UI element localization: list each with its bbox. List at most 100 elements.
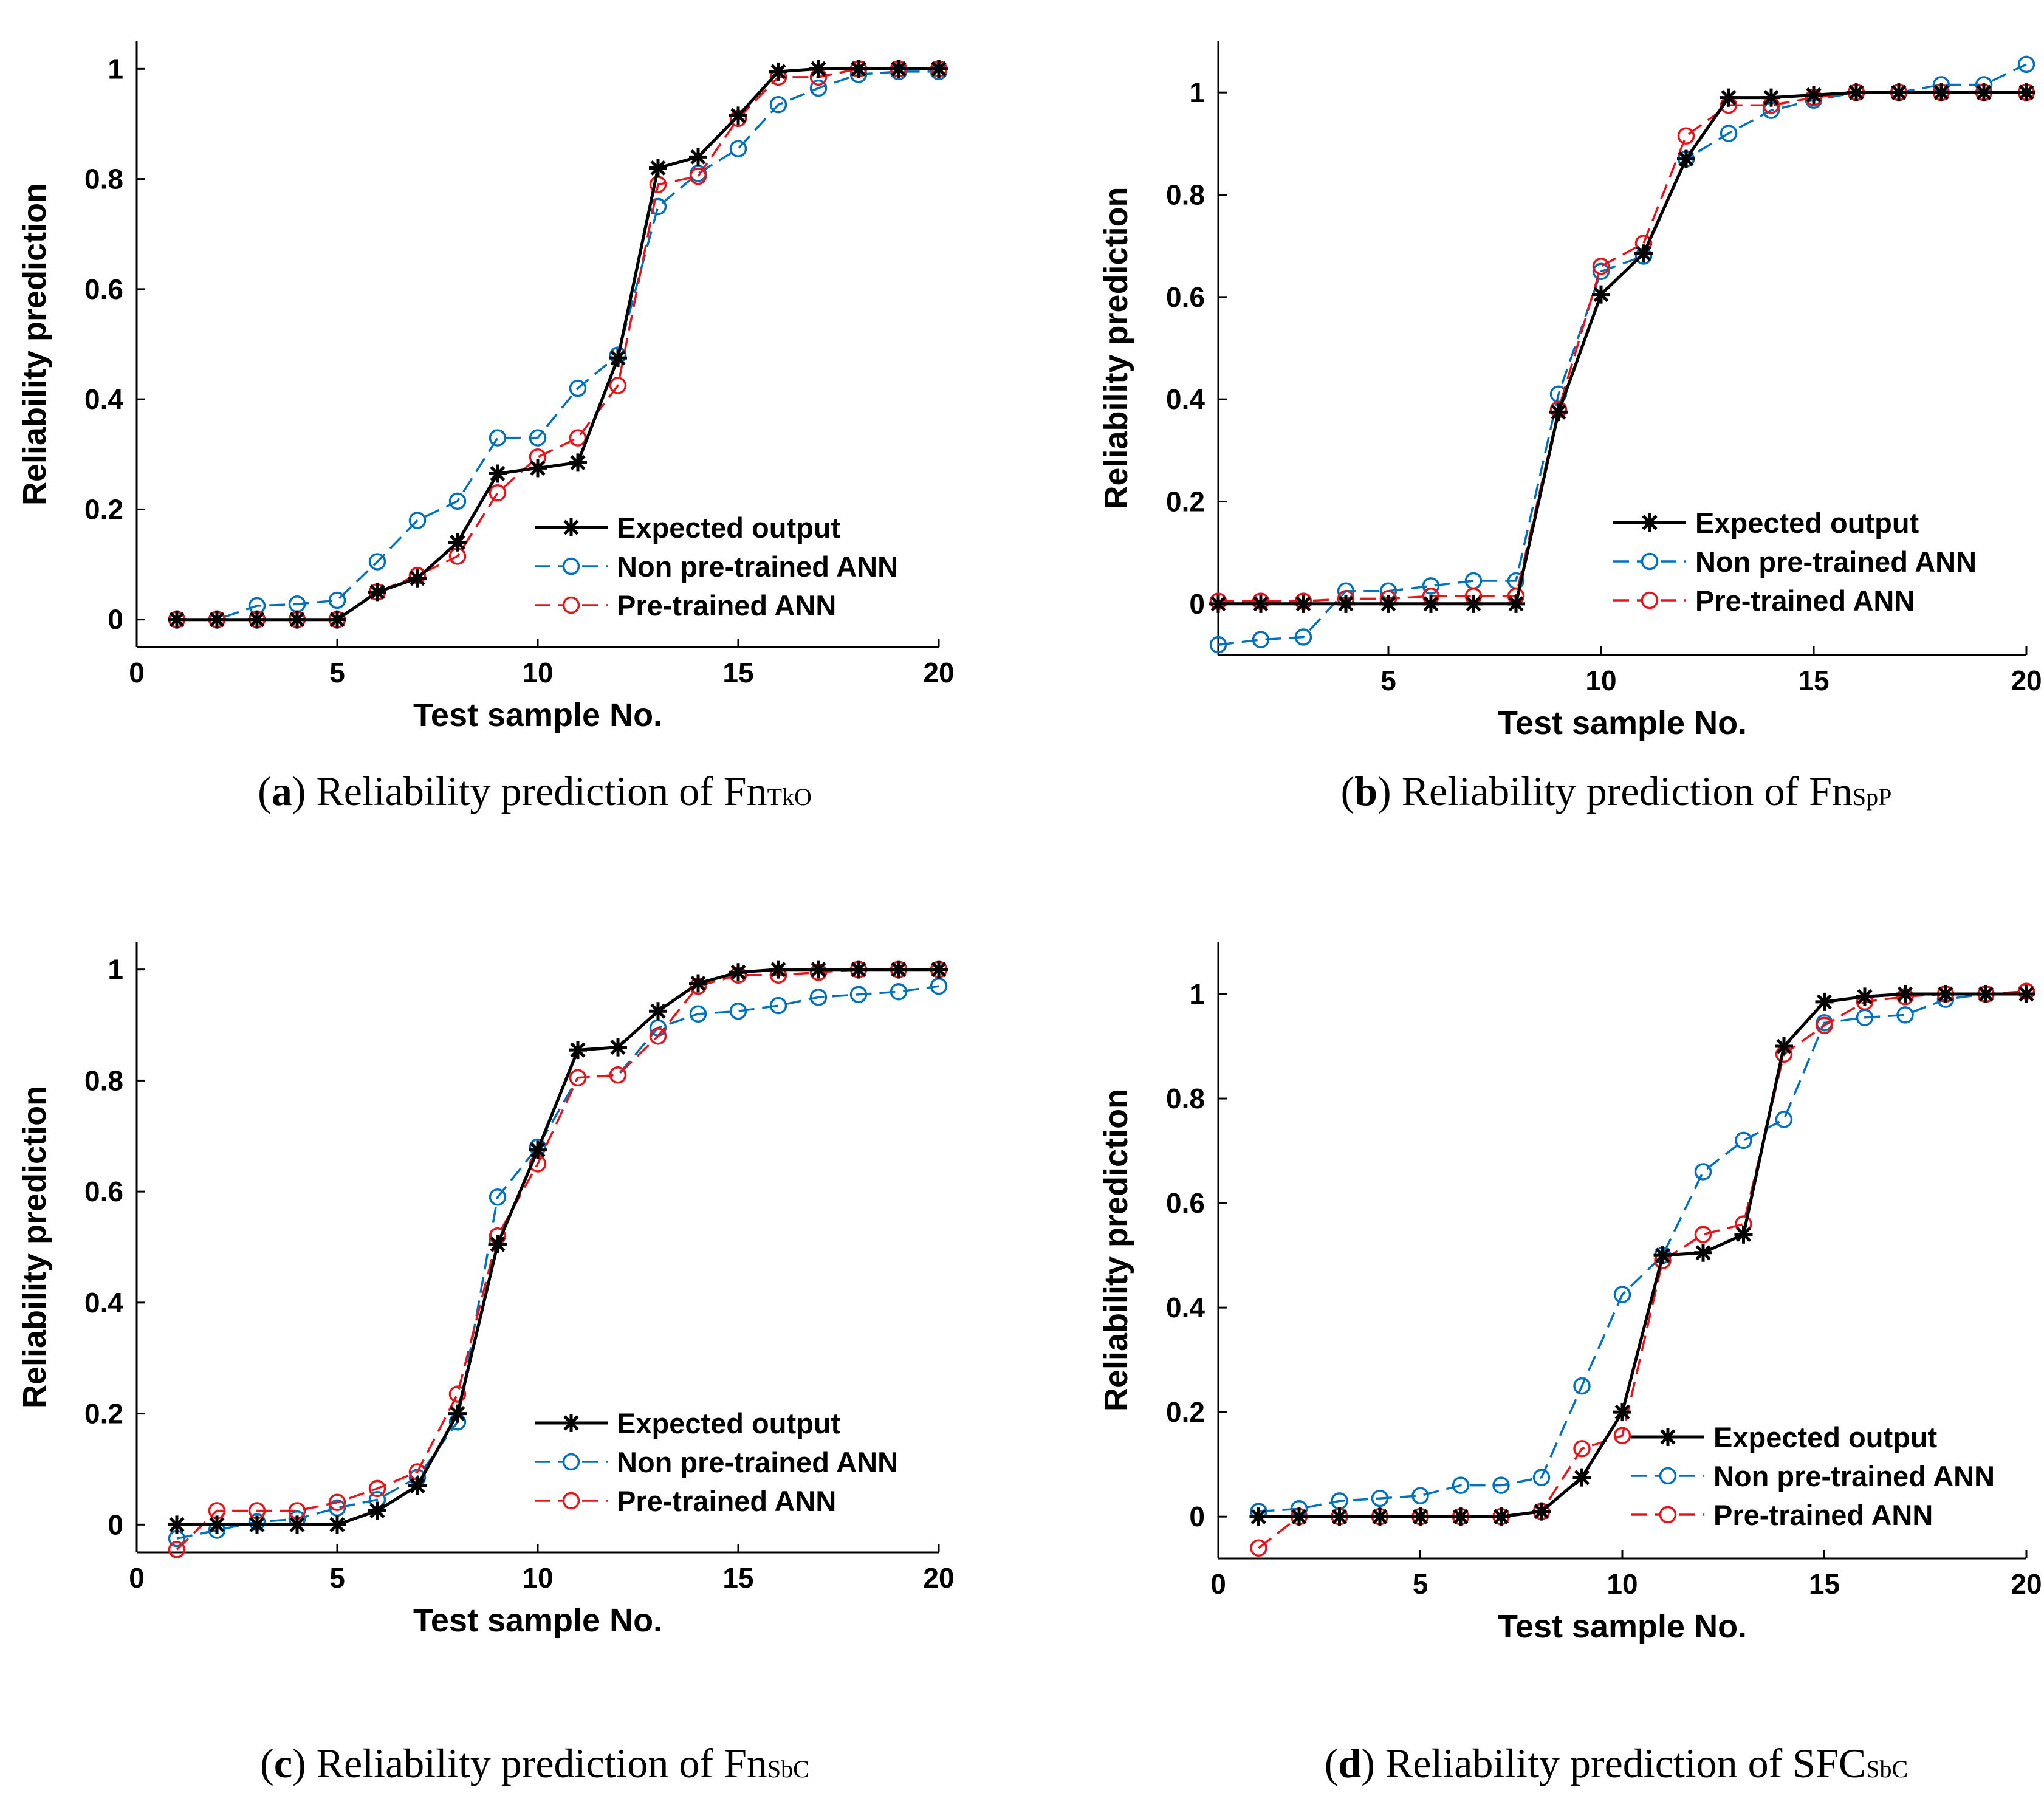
data-point-expected bbox=[1592, 285, 1610, 304]
legend: Expected output Non pre-trained ANN Pre-tr… bbox=[1631, 1421, 1995, 1531]
x-tick-label: 10 bbox=[522, 657, 553, 688]
y-tick-label: 0.8 bbox=[1166, 1083, 1205, 1114]
data-point-expected bbox=[1507, 594, 1525, 613]
y-axis-label: Reliability prediction bbox=[16, 1086, 53, 1408]
data-point-non_pretrained bbox=[448, 492, 467, 510]
legend-swatch-marker bbox=[562, 596, 580, 614]
data-point-pretrained bbox=[609, 377, 627, 394]
data-point-expected bbox=[1847, 83, 1865, 102]
y-tick-label: 1 bbox=[1189, 77, 1205, 108]
legend-item-pretrained: Pre-trained ANN bbox=[1631, 1499, 1933, 1531]
chart-panel-d: 0 5 10 15 20 0 0.2 0.4 0.6 0.8 1 Test sample No. Rel… bbox=[1098, 942, 2042, 1786]
data-point-expected bbox=[1572, 1468, 1591, 1487]
data-point-pretrained bbox=[1816, 1016, 1833, 1034]
data-point-expected bbox=[769, 960, 787, 979]
data-point-expected bbox=[408, 569, 427, 588]
legend-item-expected: Expected output bbox=[1631, 1421, 1938, 1453]
data-point-expected bbox=[248, 610, 266, 629]
legend-label: Pre-trained ANN bbox=[1713, 1499, 1933, 1531]
data-point-expected bbox=[729, 106, 747, 125]
legend-item-expected: Expected output bbox=[535, 512, 841, 544]
data-point-pretrained bbox=[569, 429, 587, 447]
data-point-expected bbox=[1371, 1507, 1389, 1526]
data-point-expected bbox=[649, 1002, 667, 1021]
data-point-expected bbox=[569, 1041, 587, 1060]
data-point-expected bbox=[649, 159, 667, 177]
data-point-expected bbox=[489, 1235, 507, 1253]
x-tick-label: 10 bbox=[1585, 665, 1616, 696]
data-point-expected bbox=[1720, 88, 1738, 107]
y-tick-label: 0.8 bbox=[84, 1064, 123, 1096]
caption-subscript: SbC bbox=[767, 1755, 809, 1783]
legend-label: Expected output bbox=[617, 1407, 841, 1439]
y-tick-label: 0.6 bbox=[1166, 281, 1205, 313]
data-point-non_pretrained bbox=[1411, 1487, 1429, 1505]
data-point-expected bbox=[1252, 594, 1270, 613]
data-point-pretrained bbox=[1573, 1440, 1591, 1458]
data-point-expected bbox=[729, 963, 747, 982]
data-point-expected bbox=[248, 1515, 266, 1534]
y-tick-label: 0.4 bbox=[1166, 383, 1205, 415]
data-point-expected bbox=[1634, 244, 1653, 263]
legend-item-pretrained: Pre-trained ANN bbox=[535, 589, 836, 622]
data-point-non_pretrained bbox=[328, 591, 346, 609]
data-point-expected bbox=[1532, 1502, 1551, 1521]
data-point-expected bbox=[1805, 86, 1823, 105]
data-point-non_pretrained bbox=[1252, 631, 1270, 648]
legend-label: Non pre-trained ANN bbox=[1713, 1460, 1995, 1492]
data-point-non_pretrained bbox=[489, 1188, 507, 1206]
data-point-expected bbox=[689, 974, 707, 993]
panel-letter: d bbox=[1338, 1740, 1361, 1786]
panel-caption: (d) Reliability prediction of SFCSbC bbox=[1325, 1740, 1908, 1786]
data-point-expected bbox=[809, 960, 828, 979]
data-point-non_pretrained bbox=[1209, 636, 1227, 654]
y-tick-label: 0.2 bbox=[1166, 486, 1205, 518]
data-point-expected bbox=[849, 960, 868, 979]
data-point-expected bbox=[890, 960, 908, 979]
data-point-expected bbox=[1613, 1403, 1631, 1422]
data-point-non_pretrained bbox=[1294, 628, 1312, 646]
y-tick-label: 1 bbox=[108, 53, 123, 84]
y-tick-label: 0.8 bbox=[1166, 179, 1205, 211]
y-tick-label: 0.4 bbox=[84, 1287, 123, 1318]
data-point-expected bbox=[1422, 594, 1440, 613]
legend-label: Non pre-trained ANN bbox=[617, 1446, 898, 1478]
data-point-expected bbox=[1815, 992, 1834, 1011]
data-point-pretrained bbox=[168, 1541, 186, 1558]
y-axis-label: Reliability prediction bbox=[16, 183, 53, 506]
x-tick-label: 20 bbox=[923, 657, 954, 688]
data-point-expected bbox=[328, 610, 346, 629]
y-axis-label: Reliability prediction bbox=[1098, 187, 1134, 509]
x-tick-label: 0 bbox=[1210, 1568, 1226, 1600]
data-point-expected bbox=[1330, 1507, 1349, 1526]
data-point-expected bbox=[1379, 594, 1398, 613]
data-point-non_pretrained bbox=[769, 95, 787, 114]
panel-caption: (c) Reliability prediction of FnSbC bbox=[260, 1740, 809, 1786]
x-tick-label: 5 bbox=[329, 657, 345, 688]
legend-item-pretrained: Pre-trained ANN bbox=[535, 1485, 836, 1517]
series-expected bbox=[1209, 83, 2035, 613]
data-point-pretrained bbox=[689, 167, 707, 185]
legend-swatch-marker bbox=[562, 1492, 580, 1510]
data-point-expected bbox=[609, 349, 627, 368]
data-point-expected bbox=[1677, 149, 1695, 168]
y-axis-label: Reliability prediction bbox=[1098, 1089, 1134, 1411]
legend-label: Pre-trained ANN bbox=[617, 589, 836, 622]
legend-swatch-marker bbox=[562, 1453, 580, 1471]
data-point-non_pretrained bbox=[1896, 1006, 1914, 1024]
data-point-expected bbox=[288, 1515, 306, 1534]
y-tick-label: 0 bbox=[1189, 588, 1205, 620]
series-expected bbox=[168, 60, 948, 629]
data-point-expected bbox=[1337, 594, 1355, 613]
data-point-non_pretrained bbox=[2017, 55, 2035, 74]
y-tick-label: 0.4 bbox=[84, 383, 123, 415]
data-point-expected bbox=[1464, 594, 1483, 613]
y-tick-label: 0 bbox=[108, 1509, 123, 1540]
data-point-non_pretrained bbox=[769, 996, 787, 1015]
y-tick-label: 0.6 bbox=[84, 273, 123, 305]
data-point-expected bbox=[448, 1404, 467, 1423]
data-point-pretrained bbox=[569, 1069, 587, 1087]
data-point-expected bbox=[448, 533, 467, 552]
y-tick-label: 0.8 bbox=[84, 163, 123, 195]
data-point-pretrained bbox=[1613, 1427, 1631, 1445]
